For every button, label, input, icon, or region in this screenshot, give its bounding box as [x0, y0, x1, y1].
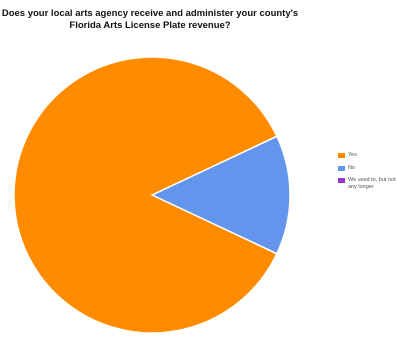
chart-title: Does your local arts agency receive and … [0, 8, 300, 32]
pie-slice-no [150, 135, 291, 255]
legend-item-no: No [338, 165, 396, 172]
legend-swatch-no [338, 165, 345, 171]
chart-legend: Yes No We used to, but not any longer [338, 152, 396, 196]
pie-slice-yes [13, 56, 278, 334]
legend-label-yes: Yes [348, 152, 357, 158]
chart-title-line-2: Florida Arts License Plate revenue? [69, 20, 231, 31]
legend-swatch-yes [338, 153, 345, 158]
legend-item-yes: Yes [338, 152, 396, 159]
pie-chart [13, 56, 291, 334]
legend-label-used-to: We used to, but not any longer [348, 177, 396, 190]
chart-title-line-1: Does your local arts agency receive and … [1, 8, 299, 19]
legend-label-no: No [348, 164, 356, 171]
legend-item-used-to: We used to, but not any longer [338, 177, 396, 190]
legend-swatch-used-to [338, 178, 345, 183]
